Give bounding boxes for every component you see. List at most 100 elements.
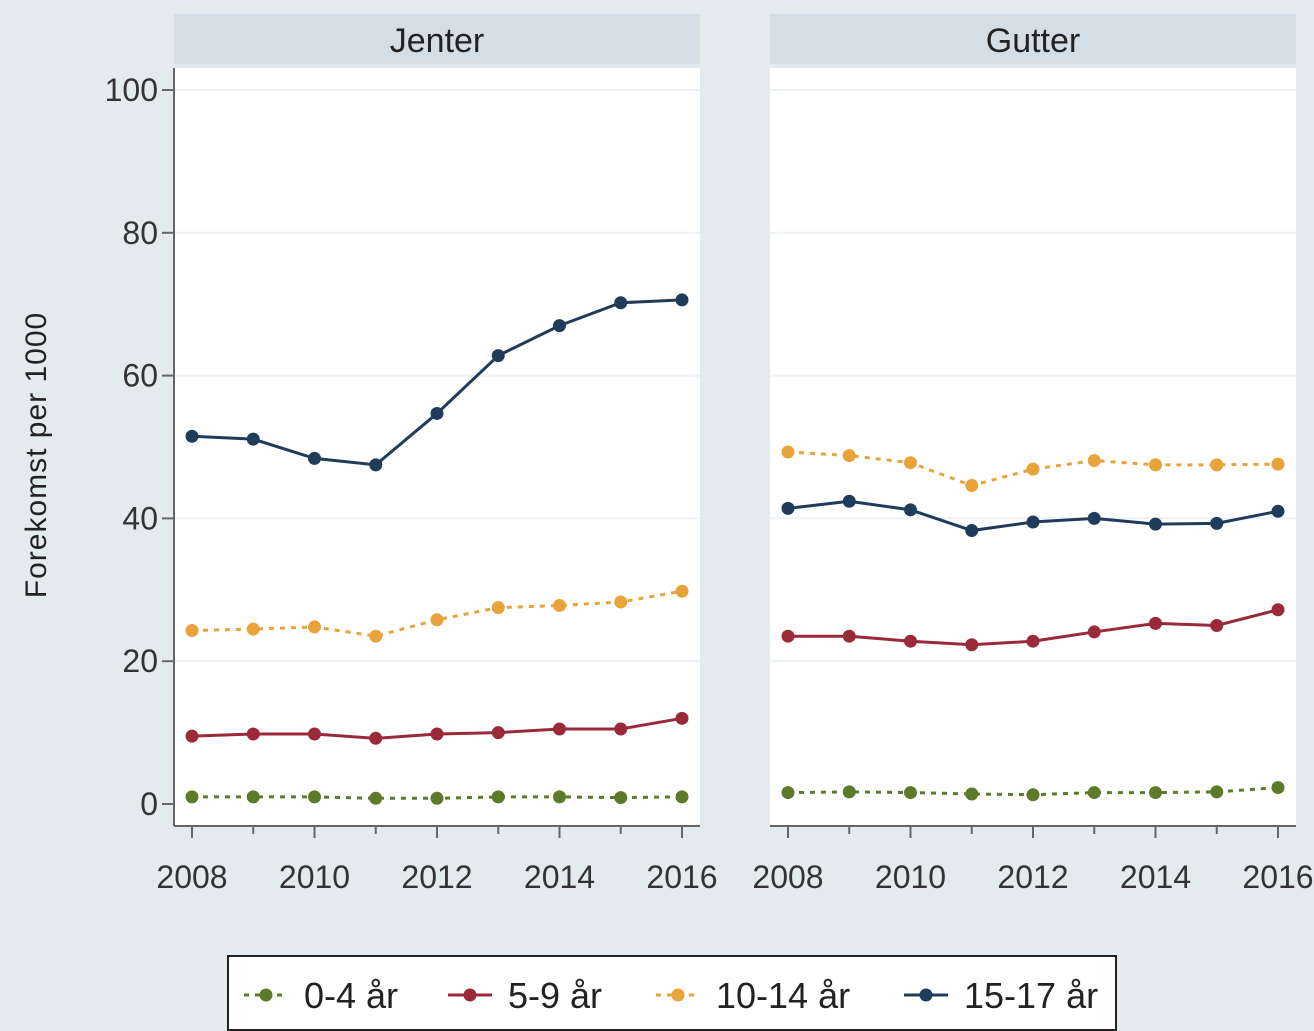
data-point-gutter-15-17-r-2013 (1087, 511, 1101, 525)
data-point-jenter-10-14-r-2010 (308, 620, 321, 634)
data-point-jenter-0-4-r-2008 (185, 790, 199, 804)
data-point-gutter-15-17-r-2008 (781, 501, 795, 515)
legend-swatch-marker-0-4-r (259, 988, 273, 1002)
data-point-jenter-5-9-r-2009 (246, 727, 260, 741)
legend-label-0-4-r: 0-4 år (304, 975, 398, 1016)
data-point-jenter-5-9-r-2013 (491, 726, 505, 740)
data-point-jenter-15-17-r-2010 (308, 451, 321, 465)
data-point-jenter-0-4-r-2010 (308, 790, 321, 804)
y-axis-title: Forekomst per 1000 (20, 312, 53, 598)
x-tick-label-gutter-2016: 2016 (1242, 859, 1313, 895)
data-point-jenter-0-4-r-2016 (675, 790, 689, 804)
data-point-jenter-0-4-r-2013 (491, 790, 505, 804)
x-tick-label-gutter-2008: 2008 (752, 859, 823, 895)
data-point-jenter-0-4-r-2011 (369, 791, 383, 805)
panel-gutter: Gutter 2008 2010 2012 2014 2016 (752, 14, 1314, 895)
data-point-gutter-10-14-r-2009 (842, 449, 856, 463)
data-point-gutter-0-4-r-2010 (904, 786, 917, 800)
series-jenter-10-14-r (185, 584, 689, 643)
series-jenter-15-17-r (185, 293, 689, 472)
x-tick-label-gutter-2010: 2010 (875, 859, 946, 895)
legend-item-5-9-r: 5-9 år (448, 975, 602, 1016)
y-tick-label-0: 0 (140, 786, 158, 822)
data-point-jenter-5-9-r-2008 (185, 729, 199, 743)
legend-swatch-marker-10-14-r (671, 988, 685, 1002)
legend-label-10-14-r: 10-14 år (716, 975, 850, 1016)
data-point-gutter-10-14-r-2010 (904, 456, 917, 470)
legend-item-15-17-r: 15-17 år (904, 975, 1098, 1016)
data-point-gutter-5-9-r-2015 (1210, 619, 1224, 632)
data-point-jenter-5-9-r-2011 (369, 731, 383, 745)
data-point-gutter-0-4-r-2011 (965, 787, 979, 801)
data-point-gutter-5-9-r-2014 (1149, 616, 1162, 630)
x-tick-label-jenter-2014: 2014 (524, 859, 595, 895)
data-point-jenter-10-14-r-2012 (430, 613, 444, 627)
data-point-gutter-5-9-r-2016 (1271, 603, 1285, 617)
data-point-gutter-10-14-r-2014 (1149, 458, 1162, 472)
series-gutter-15-17-r (781, 494, 1285, 538)
data-point-jenter-5-9-r-2010 (308, 727, 321, 741)
data-point-jenter-15-17-r-2016 (675, 293, 689, 307)
data-point-gutter-15-17-r-2009 (842, 494, 856, 508)
data-point-jenter-15-17-r-2011 (369, 458, 383, 472)
x-tick-label-gutter-2012: 2012 (997, 859, 1068, 895)
data-point-jenter-15-17-r-2013 (491, 349, 505, 363)
legend-swatch-marker-5-9-r (463, 988, 477, 1002)
data-point-gutter-10-14-r-2011 (965, 479, 979, 493)
panel-title-gutter: Gutter (986, 22, 1080, 60)
data-point-gutter-0-4-r-2016 (1271, 781, 1285, 795)
data-point-jenter-5-9-r-2016 (675, 711, 689, 725)
data-point-gutter-5-9-r-2013 (1087, 625, 1101, 639)
data-point-gutter-15-17-r-2012 (1026, 515, 1040, 529)
y-tick-label-60: 60 (122, 358, 158, 394)
data-point-jenter-15-17-r-2012 (430, 406, 444, 420)
data-point-gutter-15-17-r-2014 (1149, 517, 1162, 531)
data-point-jenter-10-14-r-2014 (553, 599, 566, 613)
data-point-gutter-10-14-r-2008 (781, 445, 795, 459)
data-point-gutter-10-14-r-2016 (1271, 457, 1285, 471)
data-point-gutter-0-4-r-2015 (1210, 785, 1224, 799)
series-line-jenter-10-14-r (191, 589, 683, 638)
legend-item-0-4-r: 0-4 år (244, 975, 398, 1016)
data-point-jenter-0-4-r-2012 (430, 791, 444, 805)
data-point-gutter-10-14-r-2012 (1026, 462, 1040, 476)
series-jenter-0-4-r (185, 790, 689, 805)
legend-label-5-9-r: 5-9 år (508, 975, 602, 1016)
x-tick-label-jenter-2012: 2012 (401, 859, 472, 895)
legend-item-10-14-r: 10-14 år (656, 975, 850, 1016)
data-point-gutter-5-9-r-2010 (904, 634, 917, 648)
data-point-jenter-10-14-r-2013 (491, 601, 505, 615)
data-point-gutter-15-17-r-2011 (965, 524, 979, 538)
legend-label-15-17-r: 15-17 år (964, 975, 1098, 1016)
y-tick-label-100: 100 (105, 72, 158, 108)
data-point-gutter-5-9-r-2012 (1026, 634, 1040, 648)
data-point-jenter-15-17-r-2015 (614, 296, 628, 310)
data-point-jenter-10-14-r-2011 (369, 629, 383, 643)
data-point-gutter-0-4-r-2013 (1087, 786, 1101, 800)
data-point-jenter-10-14-r-2008 (185, 623, 199, 637)
series-line-gutter-10-14-r (787, 450, 1279, 488)
data-point-gutter-15-17-r-2010 (904, 503, 917, 517)
panel-title-jenter: Jenter (390, 22, 485, 60)
data-point-gutter-15-17-r-2015 (1210, 516, 1224, 530)
series-gutter-0-4-r (781, 781, 1285, 802)
data-point-jenter-0-4-r-2015 (614, 791, 628, 805)
panel-header-gutter (770, 14, 1296, 64)
data-point-gutter-10-14-r-2015 (1210, 458, 1224, 472)
data-point-jenter-15-17-r-2008 (185, 429, 199, 443)
data-point-gutter-0-4-r-2014 (1149, 786, 1162, 800)
series-gutter-10-14-r (781, 445, 1285, 493)
data-point-gutter-0-4-r-2009 (842, 785, 856, 799)
x-tick-label-jenter-2008: 2008 (156, 859, 227, 895)
chart-panels: Jenter 2008 2010 2012 2014 2016 0 20 40 60 80 100 Gu… (105, 14, 1314, 895)
data-point-gutter-5-9-r-2008 (781, 629, 795, 643)
data-point-jenter-0-4-r-2014 (553, 790, 566, 804)
data-point-jenter-15-17-r-2014 (553, 319, 566, 333)
data-point-jenter-5-9-r-2012 (430, 727, 444, 741)
series-gutter-5-9-r (781, 603, 1285, 652)
series-jenter-5-9-r (185, 711, 689, 745)
x-tick-label-gutter-2014: 2014 (1120, 859, 1191, 895)
legend-swatch-marker-15-17-r (919, 988, 933, 1002)
data-point-gutter-0-4-r-2012 (1026, 788, 1040, 802)
